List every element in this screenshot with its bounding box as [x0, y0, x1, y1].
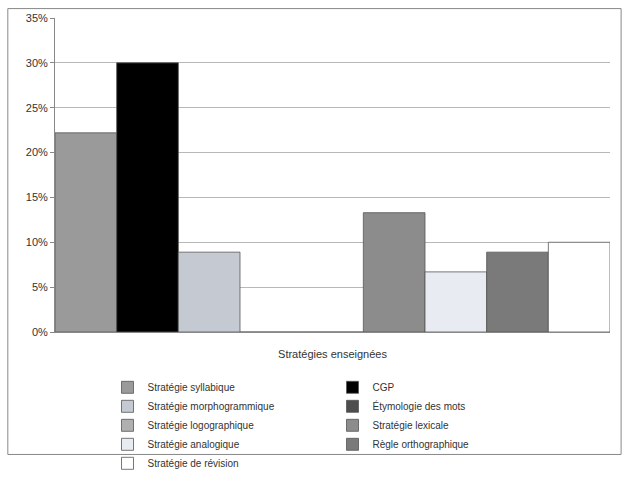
svg-text:Stratégie morphogrammique: Stratégie morphogrammique: [148, 401, 275, 412]
svg-text:30%: 30%: [26, 57, 48, 69]
svg-text:Stratégie syllabique: Stratégie syllabique: [148, 382, 236, 393]
svg-text:20%: 20%: [26, 146, 48, 158]
svg-text:15%: 15%: [26, 191, 48, 203]
svg-text:Règle orthographique: Règle orthographique: [373, 439, 470, 450]
svg-text:Stratégies enseignées: Stratégies enseignées: [278, 348, 387, 360]
svg-text:Stratégie logographique: Stratégie logographique: [148, 420, 255, 431]
svg-text:CGP: CGP: [373, 382, 395, 393]
svg-text:Stratégie de révision: Stratégie de révision: [148, 458, 239, 469]
svg-text:Étymologie des mots: Étymologie des mots: [373, 400, 466, 412]
svg-text:Stratégie analogique: Stratégie analogique: [148, 439, 240, 450]
svg-text:0%: 0%: [32, 326, 48, 338]
svg-text:35%: 35%: [26, 12, 48, 24]
svg-text:25%: 25%: [26, 102, 48, 114]
svg-text:Stratégie lexicale: Stratégie lexicale: [373, 420, 450, 431]
svg-text:10%: 10%: [26, 236, 48, 248]
svg-text:5%: 5%: [32, 281, 48, 293]
